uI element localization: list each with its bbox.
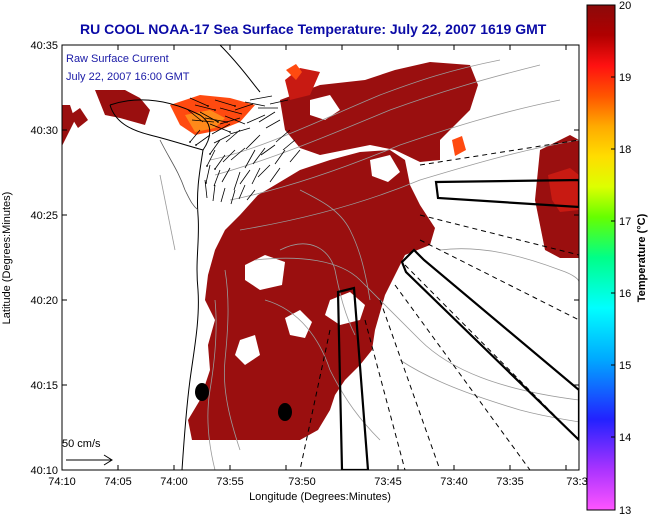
chart-title: RU COOL NOAA-17 Sea Surface Temperature:… (80, 21, 547, 37)
y-tick-label: 40:15 (30, 380, 58, 392)
sst-field (62, 62, 579, 440)
x-tick-label: 73:55 (216, 476, 244, 488)
cloud-gap-5 (370, 155, 400, 182)
sst-north-patch (280, 62, 478, 162)
sst-hot-spot-ne (452, 136, 466, 156)
colorbar-tick-label: 18 (619, 144, 631, 156)
inset-title: Raw Surface Current (66, 53, 169, 65)
cloud-gap-4 (235, 335, 260, 365)
coastline-east-ny (219, 45, 261, 93)
colorbar-tick-label: 15 (619, 360, 631, 372)
plot-area: Raw Surface Current July 22, 2007 16:00 … (62, 45, 579, 470)
colorbar-ticks (611, 4, 615, 511)
coastline-bay (109, 99, 211, 151)
x-axis-label: Longitude (Degrees:Minutes) (249, 491, 391, 503)
x-tick-label: 73:50 (288, 476, 316, 488)
x-tick-label: 74:05 (104, 476, 132, 488)
vector-tips (189, 105, 236, 184)
sst-nw-dot (70, 108, 88, 128)
colorbar (586, 4, 616, 511)
bathymetry-contours (159, 59, 579, 470)
y-tick-label: 40:35 (30, 40, 58, 52)
y-axis-label: Latitude (Degrees:Minutes) (1, 192, 13, 325)
colorbar-tick-label: 13 (619, 505, 631, 517)
station-marker-2 (278, 403, 292, 421)
x-tick-label: 74:10 (48, 476, 76, 488)
cloud-gap-2 (285, 310, 312, 338)
transect-box-south (336, 286, 370, 470)
y-axis-ticks (62, 44, 579, 471)
plot-border (61, 44, 580, 471)
colorbar-tick-label: 14 (619, 432, 631, 444)
transect-box-east (434, 178, 579, 209)
x-tick-label: 74:00 (160, 476, 188, 488)
x-tick-label: 73:45 (374, 476, 402, 488)
inset-timestamp: July 22, 2007 16:00 GMT (66, 71, 190, 83)
sst-warm-east (548, 168, 579, 212)
y-tick-label: 40:30 (30, 125, 58, 137)
x-tick-label: 73:40 (440, 476, 468, 488)
cloud-gap-1 (245, 255, 285, 290)
colorbar-tick-labels: 20 19 18 17 16 15 14 13 (619, 0, 631, 517)
y-tick-label: 40:25 (30, 210, 58, 222)
scale-arrow-icon (66, 454, 113, 466)
transect-boxes (336, 178, 579, 470)
colorbar-tick-label: 16 (619, 288, 631, 300)
x-axis-ticks (61, 45, 567, 470)
sst-hot-spot-n (286, 64, 302, 80)
scale-label: 50 cm/s (62, 438, 101, 450)
y-axis-tick-labels: 40:35 40:30 40:25 40:20 40:15 40:10 (30, 40, 58, 477)
colorbar-tick-label: 19 (619, 72, 631, 84)
coastline-main (181, 149, 204, 470)
radar-sector-lines (299, 139, 579, 470)
colorbar-label: Temperature (°C) (636, 213, 648, 302)
surface-current-vectors (187, 95, 301, 205)
coastline-inlet (159, 139, 199, 211)
transect-box-diagonal (400, 248, 579, 442)
coastline (109, 45, 261, 470)
y-tick-label: 40:10 (30, 465, 58, 477)
sst-mid-patch (95, 90, 150, 125)
x-axis-tick-labels: 74:10 74:05 74:00 73:55 73:50 73:45 73:4… (48, 476, 587, 488)
x-tick-label: 73:3 (566, 476, 587, 488)
sst-main-region (188, 150, 435, 440)
colorbar-tick-label: 20 (619, 0, 631, 12)
station-marker-1 (195, 383, 209, 401)
x-tick-label: 73:35 (496, 476, 524, 488)
colorbar-tick-label: 17 (619, 216, 631, 228)
cloud-gap-6 (310, 95, 340, 120)
y-tick-label: 40:20 (30, 295, 58, 307)
